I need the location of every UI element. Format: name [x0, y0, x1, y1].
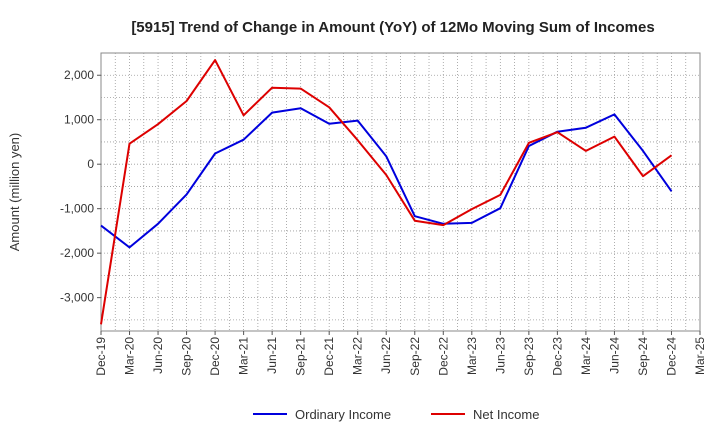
y-tick-label: -2,000 [60, 246, 94, 260]
x-tick-label: Sep-22 [408, 337, 422, 376]
y-tick-label: 1,000 [64, 113, 94, 127]
x-tick-label: Dec-23 [550, 337, 564, 376]
x-tick-label: Jun-23 [493, 337, 507, 374]
x-tick-label: Mar-22 [351, 337, 365, 375]
x-tick-label: Jun-22 [379, 337, 393, 374]
legend-label: Ordinary Income [295, 407, 391, 422]
y-tick-label: -1,000 [60, 202, 94, 216]
x-tick-label: Jun-21 [265, 337, 279, 374]
series-line-ordinary-income [100, 107, 673, 249]
x-tick-label: Mar-24 [579, 337, 593, 375]
x-tick-label: Dec-24 [664, 337, 678, 376]
x-tick-label: Dec-19 [94, 337, 108, 376]
x-tick-label: Mar-25 [693, 337, 707, 375]
x-tick-label: Dec-21 [322, 337, 336, 376]
x-tick-label: Jun-24 [607, 337, 621, 374]
x-tick-label: Dec-20 [208, 337, 222, 376]
legend-label: Net Income [473, 407, 539, 422]
y-tick-label: -3,000 [60, 291, 94, 305]
grid-lines [101, 53, 700, 331]
y-axis-ticks: 2,000 1,000 0 -1,000 -2,000 -3,000 [60, 68, 101, 305]
x-tick-label: Sep-24 [636, 337, 650, 376]
y-axis-label: Amount (million yen) [7, 133, 22, 252]
x-tick-label: Mar-20 [123, 337, 137, 375]
x-tick-label: Mar-21 [237, 337, 251, 375]
y-tick-label: 0 [87, 157, 94, 171]
x-tick-label: Sep-21 [294, 337, 308, 376]
y-tick-label: 2,000 [64, 68, 94, 82]
x-axis-ticks: Dec-19 Mar-20 Jun-20 Sep-20 Dec-20 Mar-21 Jun-… [94, 331, 707, 376]
series-lines [100, 59, 673, 325]
x-tick-label: Sep-23 [522, 337, 536, 376]
series-line-net-income [100, 59, 673, 325]
x-tick-label: Mar-23 [465, 337, 479, 375]
x-tick-label: Jun-20 [151, 337, 165, 374]
x-tick-label: Sep-20 [180, 337, 194, 376]
x-tick-label: Dec-22 [436, 337, 450, 376]
chart-title: [5915] Trend of Change in Amount (YoY) o… [131, 19, 654, 36]
legend: Ordinary Income Net Income [253, 407, 539, 422]
